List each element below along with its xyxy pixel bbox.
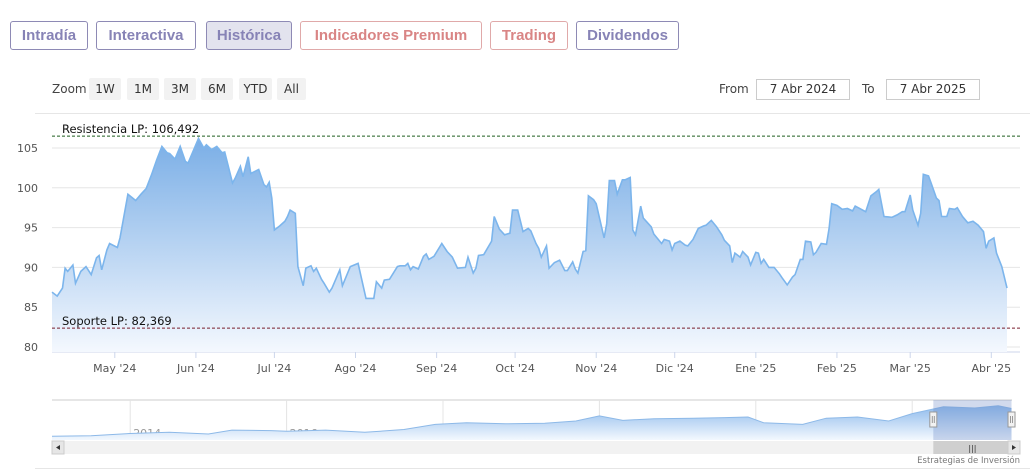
tab-intradía[interactable]: Intradía xyxy=(10,21,88,50)
zoom-1m-button[interactable]: 1M xyxy=(127,78,159,100)
price-line xyxy=(51,136,1008,300)
zoom-ytd-button[interactable]: YTD xyxy=(239,78,272,100)
y-tick-label: 95 xyxy=(24,222,38,235)
arrow-left-icon xyxy=(56,445,60,450)
navigator-selection[interactable] xyxy=(933,400,1012,440)
scrollbar-grip-icon: ||| xyxy=(968,444,976,453)
x-tick-label: Jul '24 xyxy=(256,362,291,375)
tab-dividendos[interactable]: Dividendos xyxy=(576,21,679,50)
y-tick-label: 105 xyxy=(17,142,38,155)
zoom-3m-button[interactable]: 3M xyxy=(164,78,196,100)
navigator-handle[interactable] xyxy=(1007,411,1016,428)
x-tick-label: Mar '25 xyxy=(890,362,931,375)
y-tick-label: 90 xyxy=(24,261,38,274)
from-label: From xyxy=(719,82,749,96)
y-tick-label: 100 xyxy=(17,182,38,195)
from-date-input[interactable]: 7 Abr 2024 xyxy=(756,79,850,100)
navigator-area xyxy=(52,405,1012,440)
scrollbar-thumb[interactable] xyxy=(933,441,1012,454)
divider xyxy=(35,113,1030,114)
arrow-right-icon xyxy=(1012,445,1016,450)
zoom-all-button[interactable]: All xyxy=(277,78,306,100)
x-tick-label: Oct '24 xyxy=(495,362,535,375)
navigator-line xyxy=(51,405,1012,437)
tab-histórica[interactable]: Histórica xyxy=(206,21,292,50)
resistance-label: Resistencia LP: 106,492 xyxy=(62,122,199,136)
zoom-6m-button[interactable]: 6M xyxy=(201,78,233,100)
to-date-input[interactable]: 7 Abr 2025 xyxy=(886,79,980,100)
to-label: To xyxy=(862,82,875,96)
credits[interactable]: Estrategias de Inversión xyxy=(917,456,1020,466)
x-tick-label: Sep '24 xyxy=(416,362,457,375)
x-tick-label: Ago '24 xyxy=(335,362,377,375)
x-tick-label: May '24 xyxy=(93,362,136,375)
x-tick-label: Nov '24 xyxy=(575,362,617,375)
x-tick-label: Jun '24 xyxy=(176,362,215,375)
zoom-label: Zoom xyxy=(52,82,87,96)
tab-indicadores-premium[interactable]: Indicadores Premium xyxy=(300,21,482,50)
support-label: Soporte LP: 82,369 xyxy=(62,314,172,328)
tab-trading[interactable]: Trading xyxy=(490,21,568,50)
price-area xyxy=(52,138,1007,352)
x-tick-label: Ene '25 xyxy=(735,362,776,375)
scrollbar-track[interactable] xyxy=(52,441,1020,454)
y-tick-label: 80 xyxy=(24,341,38,354)
divider xyxy=(35,468,1030,469)
navigator-handle[interactable] xyxy=(929,411,938,428)
x-tick-label: Abr '25 xyxy=(972,362,1012,375)
zoom-1w-button[interactable]: 1W xyxy=(89,78,121,100)
y-tick-label: 85 xyxy=(24,301,38,314)
x-tick-label: Dic '24 xyxy=(656,362,694,375)
x-tick-label: Feb '25 xyxy=(817,362,857,375)
tab-interactiva[interactable]: Interactiva xyxy=(96,21,196,50)
